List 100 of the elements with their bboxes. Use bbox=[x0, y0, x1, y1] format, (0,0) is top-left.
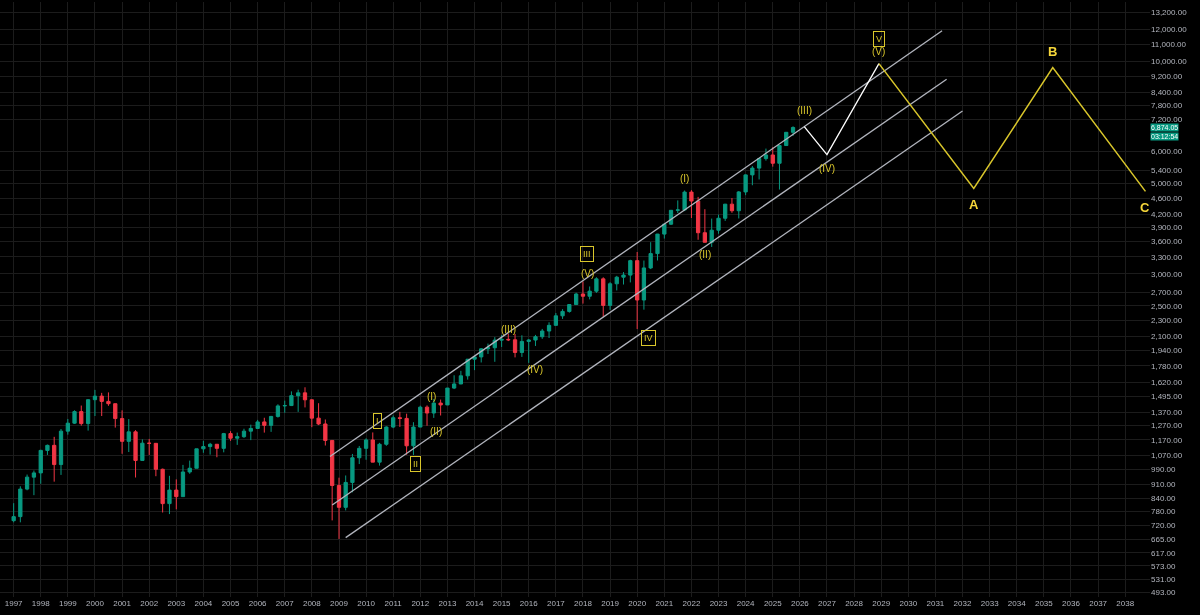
y-tick-label: 1,070.00 bbox=[1151, 451, 1183, 461]
candlestick bbox=[153, 442, 159, 477]
candlestick bbox=[635, 251, 640, 330]
candlestick bbox=[675, 199, 680, 214]
candlestick bbox=[777, 144, 782, 191]
candlestick bbox=[106, 391, 111, 407]
candlestick bbox=[24, 474, 30, 491]
candlestick bbox=[357, 445, 362, 465]
annotation: (V) bbox=[872, 46, 886, 57]
candlestick bbox=[296, 389, 301, 413]
x-tick-label: 2020 bbox=[628, 599, 647, 608]
candlestick bbox=[729, 197, 735, 214]
y-tick-label: 2,300.00 bbox=[1151, 316, 1183, 326]
candlestick bbox=[458, 370, 464, 385]
candlestick bbox=[208, 442, 213, 456]
x-tick-label: 2010 bbox=[357, 599, 376, 608]
annotation: C bbox=[1140, 200, 1150, 215]
y-tick-label: 531.00 bbox=[1151, 574, 1177, 584]
y-tick-label: 12,000.00 bbox=[1151, 24, 1188, 34]
x-tick-label: 2028 bbox=[845, 599, 864, 608]
y-tick-label: 1,270.00 bbox=[1151, 421, 1183, 431]
y-tick-label: 4,200.00 bbox=[1151, 210, 1183, 220]
candlestick bbox=[397, 411, 402, 428]
x-tick-label: 2035 bbox=[1034, 599, 1054, 608]
candlestick bbox=[187, 460, 192, 475]
candlestick bbox=[52, 436, 57, 483]
candlestick bbox=[695, 196, 701, 241]
y-tick-label: 11,000.00 bbox=[1151, 40, 1187, 50]
x-tick-label: 1998 bbox=[31, 599, 51, 608]
candlestick bbox=[235, 432, 240, 446]
candlestick bbox=[11, 502, 16, 523]
annotation: (I) bbox=[427, 391, 437, 402]
candlestick bbox=[255, 419, 260, 430]
candlestick bbox=[743, 174, 748, 196]
y-tick-label: 13,200.00 bbox=[1151, 8, 1188, 18]
x-tick-label: 2022 bbox=[682, 599, 701, 608]
annotation: IV bbox=[644, 333, 653, 343]
candlestick bbox=[79, 405, 84, 427]
y-tick-label: 6,000.00 bbox=[1151, 147, 1183, 157]
x-tick-label: 2019 bbox=[601, 599, 620, 608]
candlestick bbox=[574, 292, 579, 306]
candlestick bbox=[133, 429, 138, 479]
candlestick bbox=[221, 432, 226, 453]
y-tick-label: 2,700.00 bbox=[1151, 288, 1183, 298]
x-tick-label: 2023 bbox=[709, 599, 728, 608]
candlestick bbox=[268, 415, 274, 433]
candlestick bbox=[723, 203, 728, 222]
y-tick-label: 1,495.00 bbox=[1151, 392, 1183, 402]
candlestick bbox=[580, 280, 586, 305]
candlestick bbox=[72, 409, 77, 425]
x-tick-label: 2018 bbox=[574, 599, 593, 608]
candlestick bbox=[451, 374, 457, 390]
x-tick-label: 2008 bbox=[302, 599, 322, 608]
y-tick-label: 3,600.00 bbox=[1151, 237, 1183, 247]
candlestick bbox=[648, 241, 653, 270]
x-tick-label: 1997 bbox=[4, 599, 24, 608]
candlestick bbox=[424, 404, 430, 427]
x-tick-label: 2031 bbox=[926, 599, 945, 608]
y-tick-label: 5,400.00 bbox=[1151, 165, 1183, 175]
x-tick-label: 1999 bbox=[58, 599, 78, 608]
y-tick-label: 910.00 bbox=[1151, 479, 1177, 489]
candlestick bbox=[113, 403, 118, 429]
candlestick bbox=[282, 400, 287, 414]
candlestick bbox=[31, 470, 37, 496]
x-tick-label: 2006 bbox=[248, 599, 268, 608]
candlestick bbox=[18, 485, 23, 523]
y-tick-label: 2,500.00 bbox=[1151, 301, 1183, 311]
candlestick bbox=[553, 312, 559, 327]
candlestick bbox=[92, 389, 98, 417]
candlestick bbox=[601, 276, 606, 318]
candlestick bbox=[241, 428, 247, 439]
x-tick-label: 2000 bbox=[86, 599, 105, 608]
candlestick bbox=[716, 214, 721, 235]
candlestick bbox=[343, 474, 348, 511]
x-tick-label: 2024 bbox=[736, 599, 756, 608]
candlestick bbox=[702, 208, 707, 243]
annotation: (II) bbox=[699, 249, 712, 260]
x-tick-label: 2013 bbox=[438, 599, 457, 608]
x-tick-label: 2026 bbox=[790, 599, 810, 608]
candlestick bbox=[404, 413, 409, 456]
x-tick-label: 2017 bbox=[546, 599, 566, 608]
candlestick bbox=[174, 478, 179, 510]
candlestick bbox=[621, 271, 626, 286]
y-tick-label: 4,600.00 bbox=[1151, 194, 1183, 204]
x-tick-label: 2034 bbox=[1007, 599, 1027, 608]
candlestick bbox=[526, 338, 531, 364]
y-tick-label: 8,400.00 bbox=[1151, 87, 1183, 97]
x-tick-label: 2004 bbox=[194, 599, 213, 608]
candlestick bbox=[248, 424, 253, 441]
candlestick bbox=[519, 334, 525, 358]
annotation: (V) bbox=[581, 268, 595, 279]
x-tick-label: 2038 bbox=[1116, 599, 1135, 608]
y-tick-label: 1,620.00 bbox=[1151, 378, 1183, 388]
x-tick-label: 2027 bbox=[818, 599, 837, 608]
y-tick-label: 493.00 bbox=[1151, 588, 1177, 598]
candlestick bbox=[756, 157, 762, 180]
candlestick bbox=[499, 334, 504, 348]
y-tick-label: 1,940.00 bbox=[1151, 346, 1183, 356]
candlestick bbox=[560, 308, 565, 320]
y-tick-label: 3,300.00 bbox=[1151, 252, 1183, 262]
